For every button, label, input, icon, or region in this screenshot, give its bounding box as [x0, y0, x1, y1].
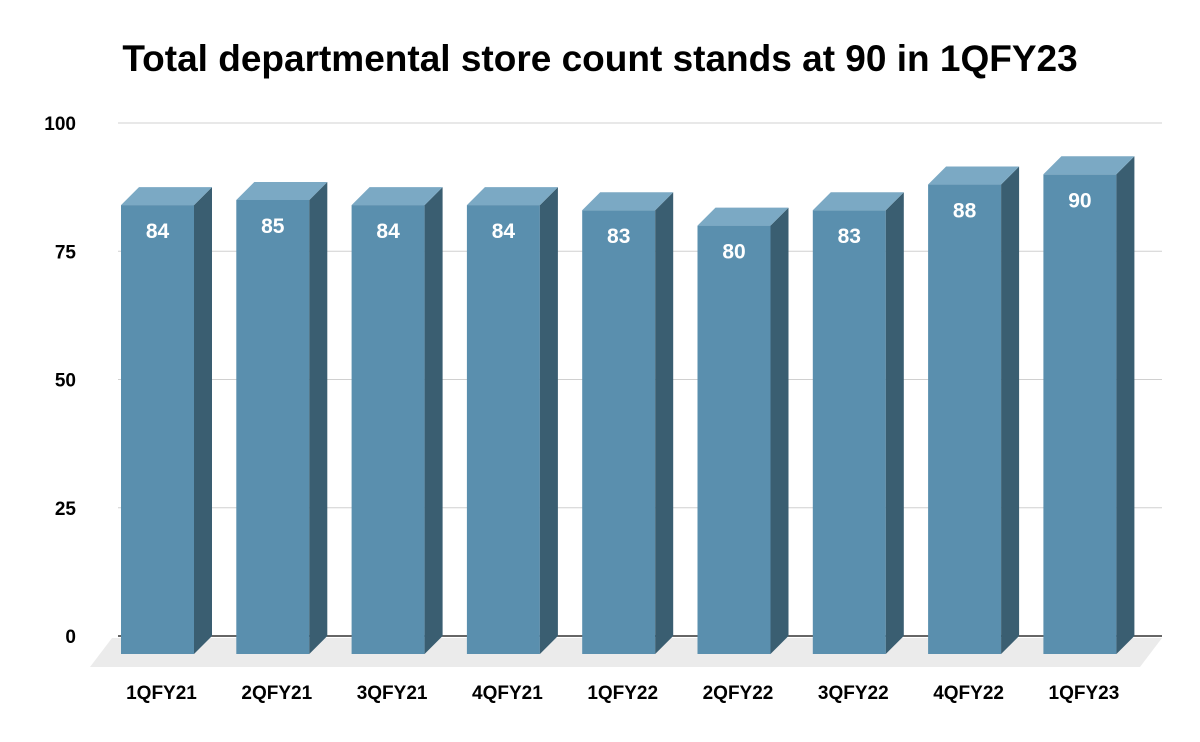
bar-front: [236, 199, 310, 654]
data-label: 88: [953, 200, 977, 223]
bar-3QFY22: [812, 192, 904, 654]
x-axis-labels: 1QFY21 2QFY21 3QFY21 4QFY21 1QFY22 2QFY22 3QFY…: [126, 683, 1119, 704]
bar-side: [770, 207, 789, 654]
bar-2QFY21: [236, 181, 328, 654]
bar-4QFY21: [466, 187, 558, 654]
bar-side: [424, 187, 443, 654]
bar-top: [236, 181, 328, 200]
bar-front: [812, 210, 886, 654]
chart-title: Total departmental store count stands at…: [122, 38, 1078, 79]
x-tick-label: 3QFY21: [357, 683, 428, 704]
data-label: 83: [607, 225, 630, 248]
x-tick-label: 1QFY22: [587, 683, 658, 704]
bar-3QFY21: [351, 187, 443, 654]
data-label: 80: [722, 241, 745, 264]
bar-top: [697, 207, 789, 226]
bar-front: [582, 210, 656, 654]
bar-side: [1001, 166, 1020, 654]
x-tick-label: 2QFY22: [703, 683, 774, 704]
y-axis-ticks: 0 25 50 75 100: [44, 114, 76, 648]
bar-1QFY23: [1043, 156, 1135, 655]
bar-front: [928, 184, 1002, 654]
bar-side: [885, 192, 904, 654]
data-labels: 84 85 84 84 83 80 83 88 90: [146, 189, 1092, 263]
bar-top: [928, 166, 1020, 185]
bar-side: [1116, 156, 1135, 655]
bar-top: [1043, 156, 1135, 175]
bar-side: [655, 192, 674, 654]
bar-1QFY21: [121, 187, 212, 654]
bar-2QFY22: [697, 207, 789, 654]
bars: [121, 156, 1135, 655]
bar-top: [351, 187, 443, 206]
bar-top: [582, 192, 674, 211]
bar-side: [309, 181, 328, 654]
bar-top: [812, 192, 904, 211]
bar-side: [194, 187, 212, 654]
y-tick-label: 75: [55, 242, 77, 263]
y-tick-label: 50: [55, 371, 76, 392]
bar-top: [121, 187, 212, 206]
x-tick-label: 3QFY22: [818, 683, 889, 704]
x-tick-label: 1QFY23: [1049, 683, 1120, 704]
y-tick-label: 0: [65, 627, 76, 648]
y-tick-label: 100: [44, 114, 76, 135]
bar-front: [466, 205, 540, 654]
data-label: 90: [1068, 189, 1091, 212]
data-label: 84: [146, 220, 170, 243]
x-tick-label: 2QFY21: [241, 683, 312, 704]
bar-top: [466, 187, 558, 206]
data-label: 83: [838, 225, 861, 248]
bar-front: [351, 205, 425, 654]
bar-1QFY22: [582, 192, 674, 654]
bar-front: [121, 205, 194, 654]
x-tick-label: 4QFY22: [933, 683, 1004, 704]
x-tick-label: 4QFY21: [472, 683, 543, 704]
bar-side: [539, 187, 558, 654]
data-label: 84: [376, 220, 400, 243]
bar-front: [1043, 174, 1117, 655]
bar-4QFY22: [928, 166, 1020, 654]
data-label: 84: [492, 220, 516, 243]
data-label: 85: [261, 215, 285, 238]
y-tick-label: 25: [55, 499, 77, 520]
x-tick-label: 1QFY21: [126, 683, 197, 704]
bar-front: [697, 225, 771, 654]
